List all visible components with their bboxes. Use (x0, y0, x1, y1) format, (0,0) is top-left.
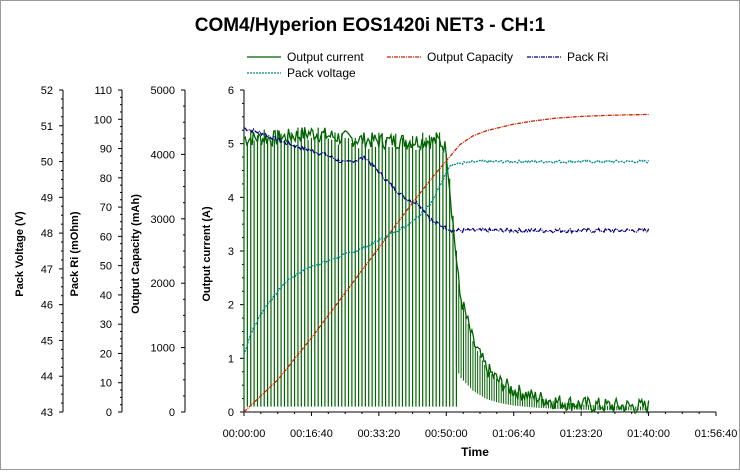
ri-tick-label: 30 (100, 319, 112, 331)
x-axis-label: Time (461, 445, 489, 459)
voltage-axis-label: Pack Voltage (V) (14, 211, 26, 297)
x-tick-label: 00:00:00 (223, 428, 266, 440)
pack-voltage-line (243, 159, 650, 355)
ri-tick-label: 50 (100, 261, 112, 273)
ri-tick-label: 70 (100, 202, 112, 214)
voltage-tick-label: 52 (41, 85, 53, 97)
ri-tick-label: 60 (100, 231, 112, 243)
output-capacity-line (243, 113, 649, 413)
legend-label: Pack voltage (287, 66, 356, 80)
voltage-tick-label: 47 (41, 264, 53, 276)
capacity-tick-label: 5000 (151, 85, 175, 97)
legend-label: Output current (287, 50, 364, 64)
capacity-tick-label: 0 (169, 407, 175, 419)
voltage-tick-label: 49 (41, 192, 53, 204)
capacity-axis-label: Output Capacity (mAh) (130, 194, 142, 314)
voltage-tick-label: 43 (41, 407, 53, 419)
current-tick-label: 4 (228, 192, 234, 204)
ri-tick-label: 40 (100, 290, 112, 302)
ri-tick-label: 0 (106, 407, 112, 419)
voltage-tick-label: 48 (41, 228, 53, 240)
ri-axis-label: Pack Ri (mOhm) (69, 211, 81, 296)
x-tick-label: 01:23:20 (560, 428, 603, 440)
current-axis-label: Output current (A) (201, 206, 213, 302)
ri-tick-label: 10 (100, 378, 112, 390)
current-tick-label: 3 (228, 246, 234, 258)
ri-tick-label: 110 (94, 85, 112, 97)
ri-tick-label: 20 (100, 348, 112, 360)
legend: Output current Output Capacity Pack Ri Pack… (247, 50, 608, 80)
capacity-tick-label: 3000 (151, 214, 175, 226)
x-tick-label: 01:56:40 (695, 428, 738, 440)
capacity-tick-label: 2000 (151, 278, 175, 290)
current-tick-label: 1 (228, 353, 234, 365)
legend-label: Output Capacity (427, 50, 513, 64)
x-tick-label: 01:40:00 (627, 428, 670, 440)
ri-tick-label: 80 (100, 173, 112, 185)
current-tick-label: 0 (228, 407, 234, 419)
x-tick-label: 01:06:40 (492, 428, 535, 440)
ri-tick-label: 90 (100, 144, 112, 156)
output-current-line (243, 127, 650, 415)
capacity-tick-label: 4000 (151, 149, 175, 161)
current-tick-label: 6 (228, 85, 234, 97)
output-current-series (243, 127, 650, 415)
capacity-tick-label: 1000 (151, 343, 175, 355)
voltage-tick-label: 51 (41, 121, 53, 133)
current-tick-label: 2 (228, 300, 234, 312)
pack-ri-line (243, 127, 650, 235)
current-tick-label: 5 (228, 139, 234, 151)
voltage-tick-label: 45 (41, 335, 53, 347)
plot-area (243, 113, 650, 415)
voltage-tick-label: 44 (41, 371, 53, 383)
ri-tick-label: 100 (94, 114, 112, 126)
voltage-tick-label: 50 (41, 157, 53, 169)
x-tick-label: 00:16:40 (290, 428, 333, 440)
axes: 00:00:00 00:16:40 00:33:20 00:50:00 01:06:40… (14, 85, 737, 440)
voltage-tick-label: 46 (41, 300, 53, 312)
legend-label: Pack Ri (567, 50, 608, 64)
chart-title: COM4/Hyperion EOS1420i NET3 - CH:1 (195, 15, 546, 36)
x-tick-label: 00:50:00 (425, 428, 468, 440)
x-tick-label: 00:33:20 (357, 428, 400, 440)
